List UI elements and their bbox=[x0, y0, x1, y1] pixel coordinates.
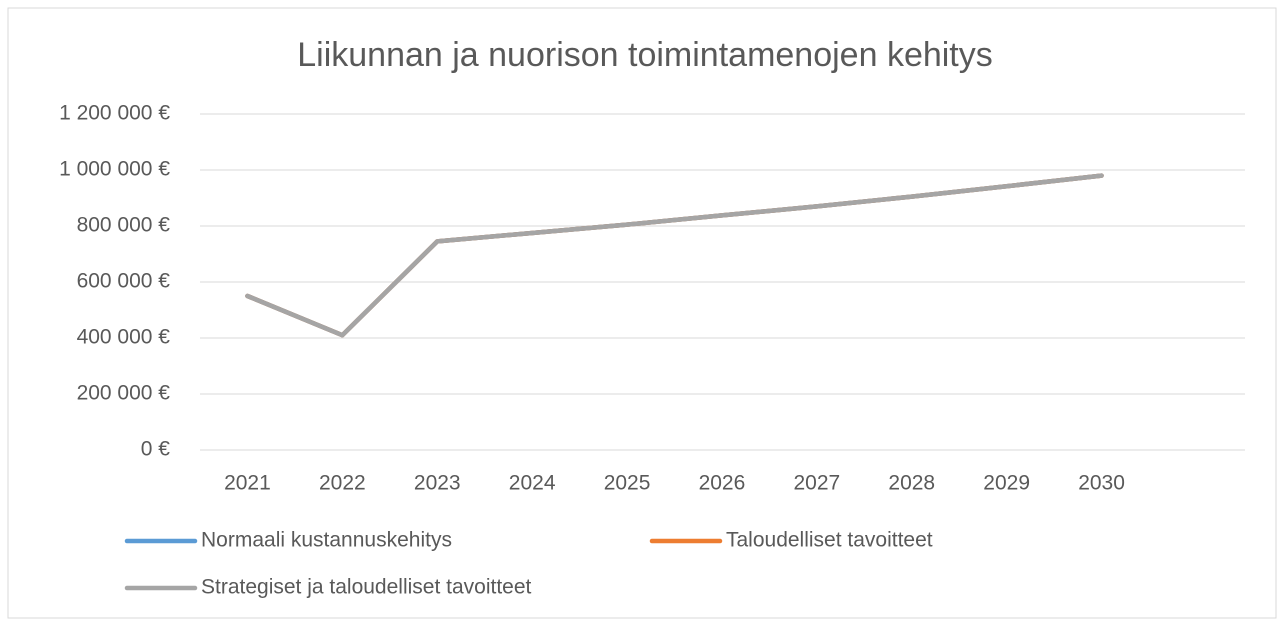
legend-label: Strategiset ja taloudelliset tavoitteet bbox=[201, 576, 532, 599]
x-tick-label: 2030 bbox=[1078, 472, 1125, 495]
x-tick-label: 2022 bbox=[319, 472, 366, 495]
chart-frame bbox=[7, 7, 1277, 619]
x-tick-label: 2026 bbox=[699, 472, 746, 495]
x-tick-label: 2029 bbox=[983, 472, 1030, 495]
y-tick-label: 600 000 € bbox=[77, 270, 171, 293]
x-tick-label: 2021 bbox=[224, 472, 271, 495]
x-tick-label: 2025 bbox=[604, 472, 651, 495]
x-tick-label: 2028 bbox=[888, 472, 935, 495]
chart-title: Liikunnan ja nuorison toimintamenojen ke… bbox=[297, 36, 993, 74]
series-line bbox=[245, 173, 1104, 338]
y-tick-label: 1 000 000 € bbox=[59, 158, 170, 181]
x-tick-label: 2023 bbox=[414, 472, 461, 495]
y-tick-label: 400 000 € bbox=[77, 326, 171, 349]
y-tick-label: 1 200 000 € bbox=[59, 102, 170, 125]
y-tick-label: 200 000 € bbox=[77, 382, 171, 405]
x-tick-label: 2027 bbox=[793, 472, 840, 495]
y-tick-label: 0 € bbox=[141, 438, 171, 461]
legend-label: Taloudelliset tavoitteet bbox=[726, 529, 933, 552]
y-tick-label: 800 000 € bbox=[77, 214, 171, 237]
legend-label: Normaali kustannuskehitys bbox=[201, 529, 452, 552]
x-tick-label: 2024 bbox=[509, 472, 556, 495]
